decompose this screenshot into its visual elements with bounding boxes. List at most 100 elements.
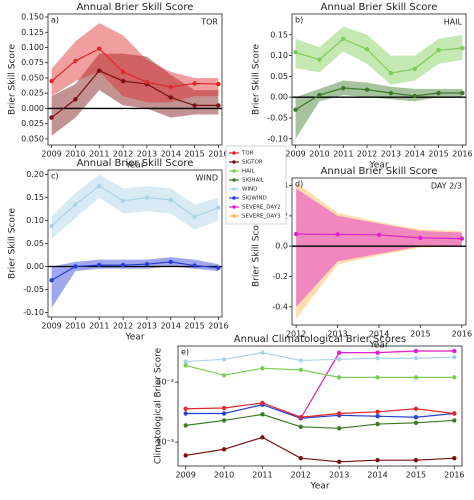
- y-tick-label: 0.00: [26, 262, 44, 271]
- point: [260, 435, 265, 440]
- panel-label: d): [295, 180, 303, 189]
- chart-title: Annual Brier Skill Score: [321, 166, 438, 177]
- y-tick-label: 0.100: [21, 43, 44, 52]
- point: [168, 84, 173, 90]
- x-tick-label: 2012: [286, 330, 306, 339]
- point: [260, 412, 265, 417]
- point: [192, 81, 197, 86]
- legend-marker: [232, 151, 236, 155]
- point: [459, 236, 465, 241]
- y-axis-label: Brier Skill Score: [8, 208, 18, 279]
- y-tick-label: 0.150: [21, 13, 44, 22]
- x-tick-label: 2011: [89, 150, 109, 159]
- legend-box: [225, 145, 287, 225]
- point: [49, 278, 54, 283]
- point: [376, 232, 382, 238]
- point: [460, 90, 465, 96]
- x-tick-label: 2014: [161, 150, 181, 159]
- x-tick-label: 2016: [208, 150, 228, 159]
- point: [375, 375, 380, 380]
- y-tick-label: 0.025: [21, 89, 44, 98]
- point: [192, 263, 197, 268]
- x-tick-label: 2012: [113, 150, 133, 159]
- x-tick-label: 2010: [309, 150, 329, 159]
- point: [317, 92, 322, 98]
- point: [375, 409, 380, 415]
- x-tick-label: 2015: [406, 471, 426, 480]
- x-tick-label: 2016: [444, 471, 464, 480]
- point: [183, 411, 188, 416]
- legend-marker: [232, 205, 236, 209]
- legend-label: SIGHAIL: [242, 178, 265, 184]
- point: [73, 58, 78, 64]
- point: [460, 45, 465, 51]
- panel: Annual Climatological Brier Scores 10⁻³ 10…: [154, 334, 465, 492]
- point: [120, 69, 126, 75]
- axes-frame: [291, 13, 467, 146]
- x-tick-label: 2016: [208, 322, 228, 331]
- point: [375, 350, 380, 355]
- point: [120, 198, 126, 203]
- legend-label: SEVERE_DAY3: [242, 214, 281, 220]
- point: [452, 411, 457, 416]
- point: [413, 348, 419, 354]
- point: [49, 223, 54, 229]
- point: [452, 418, 457, 423]
- point: [452, 375, 457, 380]
- panel: Annual Brier Skill Score -0.10 -0.05 0.00 0.…: [252, 2, 473, 171]
- series-line: [185, 402, 455, 418]
- point: [221, 373, 227, 378]
- point: [144, 261, 150, 267]
- legend-label: SIGWIND: [242, 196, 267, 202]
- x-tick-label: 2013: [137, 150, 157, 159]
- x-tick-label: 2015: [410, 330, 430, 339]
- point: [260, 350, 265, 355]
- series-line: [295, 87, 463, 111]
- point: [216, 205, 221, 210]
- point: [336, 411, 342, 416]
- legend-marker: [232, 178, 236, 182]
- legend-label: SIGTOR: [242, 160, 263, 166]
- chart-title: Annual Brier Skill Score: [77, 158, 194, 169]
- panel-label: e): [181, 348, 189, 357]
- y-tick-label: 10⁻³: [156, 438, 174, 447]
- point: [192, 103, 197, 108]
- point: [298, 358, 304, 363]
- point: [298, 367, 304, 373]
- point: [97, 46, 102, 51]
- series-line: [185, 404, 455, 419]
- legend-label: TOR: [241, 151, 254, 157]
- point: [221, 405, 227, 411]
- series-line: [185, 364, 455, 378]
- point: [192, 214, 197, 220]
- series-line: [185, 352, 455, 363]
- x-tick-label: 2012: [357, 150, 377, 159]
- point: [335, 232, 340, 237]
- y-tick-label: 0.10: [270, 51, 288, 60]
- point: [168, 259, 173, 265]
- point: [49, 115, 54, 120]
- point: [413, 375, 419, 380]
- error-band: [295, 80, 463, 139]
- x-tick-label: 2010: [65, 322, 85, 331]
- panel: Annual Brier Skill Score 0.150 0.125 0.100 0…: [8, 2, 229, 171]
- y-tick-label: 0.20: [26, 170, 44, 179]
- series-line: [300, 350, 455, 419]
- point: [388, 70, 394, 76]
- y-tick-label: 0.10: [26, 216, 44, 225]
- x-tick-label: 2014: [369, 330, 389, 339]
- point: [260, 366, 265, 371]
- point: [336, 426, 342, 431]
- error-band: [296, 182, 462, 319]
- x-tick-label: 2011: [333, 150, 353, 159]
- point: [452, 455, 457, 461]
- point: [336, 350, 342, 355]
- point: [317, 57, 322, 62]
- panel-label: a): [51, 16, 59, 25]
- point: [452, 355, 457, 360]
- point: [216, 103, 221, 108]
- x-tick-label: 2009: [41, 322, 61, 331]
- y-tick-label: -0.05: [23, 285, 44, 294]
- point: [97, 183, 102, 189]
- y-tick-label: -0.10: [267, 134, 288, 143]
